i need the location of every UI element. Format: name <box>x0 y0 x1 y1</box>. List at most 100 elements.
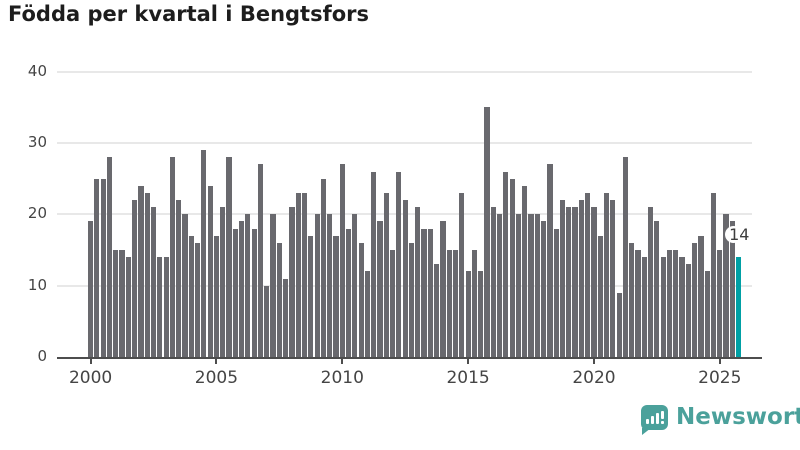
bar <box>157 257 163 357</box>
bar <box>289 207 295 357</box>
bar <box>679 257 685 357</box>
bar <box>534 214 540 357</box>
bar <box>390 250 396 357</box>
bar <box>106 157 113 357</box>
bar <box>364 271 371 357</box>
bar <box>465 271 471 357</box>
bar <box>553 228 559 357</box>
bar <box>704 271 710 357</box>
bar <box>283 278 289 357</box>
bar <box>396 171 402 357</box>
bar <box>264 285 270 357</box>
bar <box>585 192 591 357</box>
bar <box>434 264 440 357</box>
bar <box>327 214 333 357</box>
y-axis-tick-label: 40 <box>27 61 47 80</box>
x-axis-tick <box>341 359 344 364</box>
bar <box>188 235 194 357</box>
bar <box>163 257 169 357</box>
bar <box>408 242 415 357</box>
bar <box>685 264 691 357</box>
bar <box>446 250 452 357</box>
x-axis-tick-label: 2000 <box>68 368 113 388</box>
x-axis-tick <box>592 359 595 364</box>
bar <box>301 192 308 357</box>
bar <box>647 207 654 357</box>
bar <box>144 192 150 357</box>
bar <box>635 250 641 357</box>
bar <box>308 235 314 357</box>
x-axis-tick <box>89 359 92 364</box>
bar <box>377 221 383 357</box>
bar <box>383 192 389 357</box>
bar <box>547 164 553 357</box>
bar <box>339 164 345 357</box>
y-axis-tick-label: 0 <box>37 347 47 365</box>
bar <box>522 185 528 357</box>
bar <box>528 214 534 357</box>
x-axis-tick-label: 2020 <box>572 368 616 388</box>
bar <box>182 214 188 357</box>
bar <box>710 192 717 357</box>
bar <box>666 250 673 357</box>
bar <box>503 171 509 357</box>
bar <box>176 200 182 357</box>
bar <box>427 228 433 357</box>
x-axis-tick <box>718 359 721 364</box>
bar <box>371 171 377 357</box>
bar <box>245 214 251 357</box>
bar <box>100 178 106 357</box>
bar <box>402 200 408 357</box>
bar <box>717 250 723 357</box>
bar <box>603 192 610 357</box>
bar <box>169 157 175 357</box>
bar <box>150 207 157 357</box>
gridline-y30 <box>57 142 752 145</box>
bar <box>559 200 566 357</box>
bar <box>478 271 484 357</box>
x-axis-line <box>57 357 762 359</box>
bar <box>616 292 622 357</box>
x-axis-tick-label: 2010 <box>320 368 364 388</box>
bar <box>138 185 144 357</box>
bar <box>490 207 496 357</box>
bar <box>578 200 584 357</box>
bar <box>226 157 232 357</box>
bar <box>660 257 666 357</box>
bar <box>213 235 220 357</box>
bar <box>566 207 572 357</box>
bar <box>641 257 647 357</box>
bar <box>597 235 603 357</box>
bar <box>88 221 94 357</box>
y-axis-tick-label: 30 <box>27 133 47 152</box>
bar <box>333 235 339 357</box>
x-axis-tick-label: 2015 <box>446 368 490 388</box>
bar <box>270 214 276 357</box>
bar <box>723 214 729 357</box>
bar <box>496 214 503 357</box>
bar <box>452 250 459 357</box>
bar <box>591 207 597 357</box>
newsworthy-logo[interactable]: Newsworthy <box>641 404 800 435</box>
bar <box>459 192 465 357</box>
bar <box>729 221 735 357</box>
bar <box>239 221 245 357</box>
bar <box>471 250 477 357</box>
bar <box>629 242 635 357</box>
x-axis-tick-label: 2005 <box>194 368 239 388</box>
bar <box>276 242 282 357</box>
x-axis-tick <box>215 359 218 364</box>
bar <box>352 214 358 357</box>
bar <box>654 221 660 357</box>
chart-title: Födda per kvartal i Bengtsfors <box>8 2 370 26</box>
gridline-y40 <box>57 70 752 73</box>
bar <box>113 250 119 357</box>
bar <box>622 157 628 357</box>
bar <box>132 200 138 357</box>
bar <box>251 228 257 357</box>
bar <box>692 242 698 357</box>
bar <box>358 242 364 357</box>
bar <box>421 228 427 357</box>
bar <box>509 178 515 357</box>
annotation-halo <box>725 226 743 244</box>
